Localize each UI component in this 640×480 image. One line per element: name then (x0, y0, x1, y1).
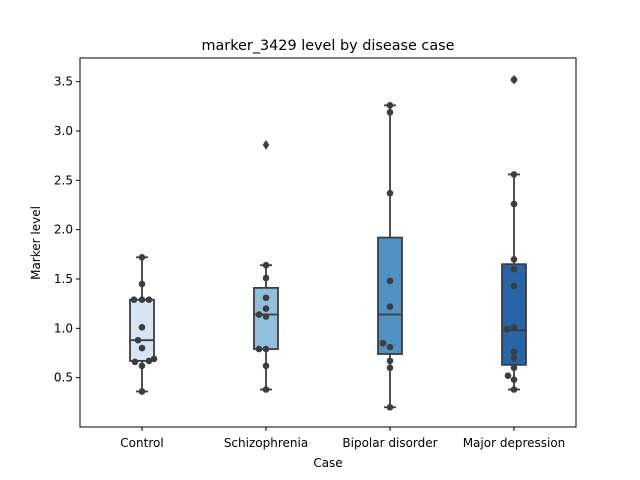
data-point (262, 305, 270, 312)
data-point (386, 364, 394, 372)
x-tick-label: Control (120, 436, 163, 450)
data-point (262, 362, 270, 370)
chart-title: marker_3429 level by disease case (201, 38, 454, 54)
data-point (510, 364, 518, 372)
data-point (386, 189, 394, 197)
y-tick-label: 2.5 (54, 173, 73, 187)
x-tick-label: Major depression (463, 436, 566, 450)
plot-area (129, 74, 527, 411)
data-point (262, 274, 270, 282)
data-point (510, 324, 518, 331)
data-point (262, 345, 270, 353)
box-iqr (501, 263, 527, 366)
y-axis-label: Marker level (29, 206, 43, 280)
data-point (262, 294, 270, 302)
data-point (150, 355, 158, 363)
data-point (386, 108, 394, 116)
data-point (131, 358, 139, 366)
y-tick-label: 1.5 (54, 272, 73, 286)
outlier-marker (262, 139, 270, 150)
data-point (510, 354, 518, 362)
data-point (145, 357, 153, 365)
data-point (510, 348, 518, 356)
data-point (145, 296, 153, 304)
data-point (138, 362, 146, 370)
y-tick-label: 3.0 (54, 124, 73, 138)
data-point (503, 326, 511, 333)
data-point (510, 200, 518, 208)
data-point (386, 343, 394, 351)
x-axis-label: Case (313, 456, 342, 470)
data-point (262, 313, 270, 320)
data-point (379, 339, 387, 347)
data-point (504, 372, 512, 379)
data-point (386, 403, 394, 411)
data-point (510, 76, 518, 84)
data-point (510, 255, 518, 263)
data-point (386, 357, 394, 365)
data-point (255, 345, 263, 353)
data-point (510, 171, 518, 178)
plot-frame (79, 57, 577, 428)
data-point (386, 303, 394, 310)
data-point (510, 386, 518, 393)
data-point (510, 376, 518, 383)
data-point (138, 388, 146, 395)
data-point (262, 386, 270, 393)
data-point (134, 336, 142, 344)
data-point (138, 253, 146, 261)
y-tick-label: 2.0 (54, 223, 73, 237)
y-tick-label: 1.0 (54, 321, 73, 335)
data-point (138, 324, 146, 331)
y-tick-label: 3.5 (54, 75, 73, 89)
data-point (138, 280, 146, 288)
data-point (386, 102, 394, 109)
data-point (510, 282, 518, 290)
x-tick-label: Bipolar disorder (342, 436, 437, 450)
box-group (501, 74, 527, 391)
data-point (255, 311, 263, 318)
data-point (130, 296, 138, 304)
data-point (386, 277, 394, 285)
data-point (138, 344, 146, 352)
x-tick-label: Schizophrenia (224, 436, 308, 450)
box-iqr (377, 236, 403, 355)
data-point (138, 296, 146, 304)
y-tick-label: 0.5 (54, 371, 73, 385)
data-point (262, 261, 270, 269)
data-point (510, 265, 518, 273)
